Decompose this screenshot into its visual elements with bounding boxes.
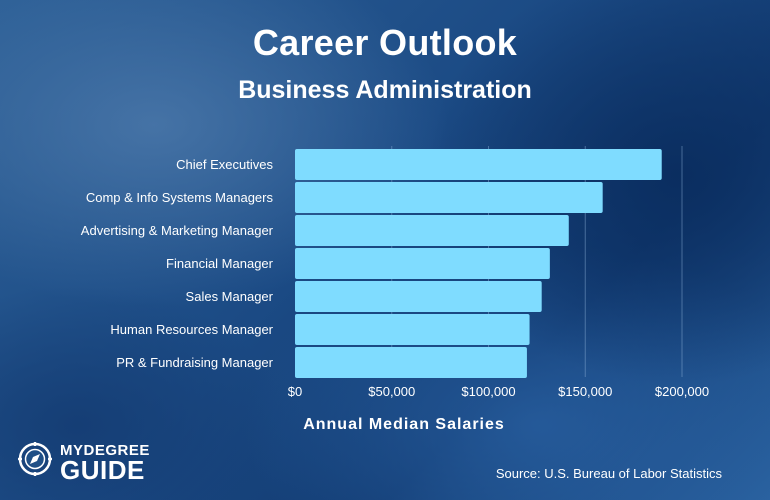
category-label: Comp & Info Systems Managers [86, 190, 274, 205]
bar [295, 215, 569, 246]
category-label: Chief Executives [176, 157, 273, 172]
category-label: PR & Fundraising Manager [116, 355, 273, 370]
bar [295, 314, 530, 345]
bar [295, 248, 550, 279]
x-tick-label: $0 [288, 384, 302, 399]
x-tick-label: $150,000 [558, 384, 612, 399]
bar [295, 347, 527, 378]
chart-subtitle: Business Administration [238, 76, 532, 104]
logo-text-bottom: GUIDE [60, 455, 145, 485]
chart-title: Career Outlook [252, 22, 518, 63]
bar [295, 182, 603, 213]
category-label: Financial Manager [166, 256, 274, 271]
compass-icon [18, 442, 52, 476]
mydegreeguide-logo: MYDEGREE GUIDE [18, 440, 150, 486]
x-tick-label: $200,000 [655, 384, 709, 399]
x-tick-label: $100,000 [461, 384, 515, 399]
source-note: Source: U.S. Bureau of Labor Statistics [495, 466, 722, 481]
category-label: Advertising & Marketing Manager [81, 223, 274, 238]
bar [295, 281, 542, 312]
x-tick-label: $50,000 [368, 384, 415, 399]
x-axis-label: Annual Median Salaries [303, 416, 505, 433]
category-label: Sales Manager [186, 289, 274, 304]
bar [295, 149, 662, 180]
category-label: Human Resources Manager [110, 322, 273, 337]
logo-text-top: MYDEGREE [60, 442, 150, 459]
